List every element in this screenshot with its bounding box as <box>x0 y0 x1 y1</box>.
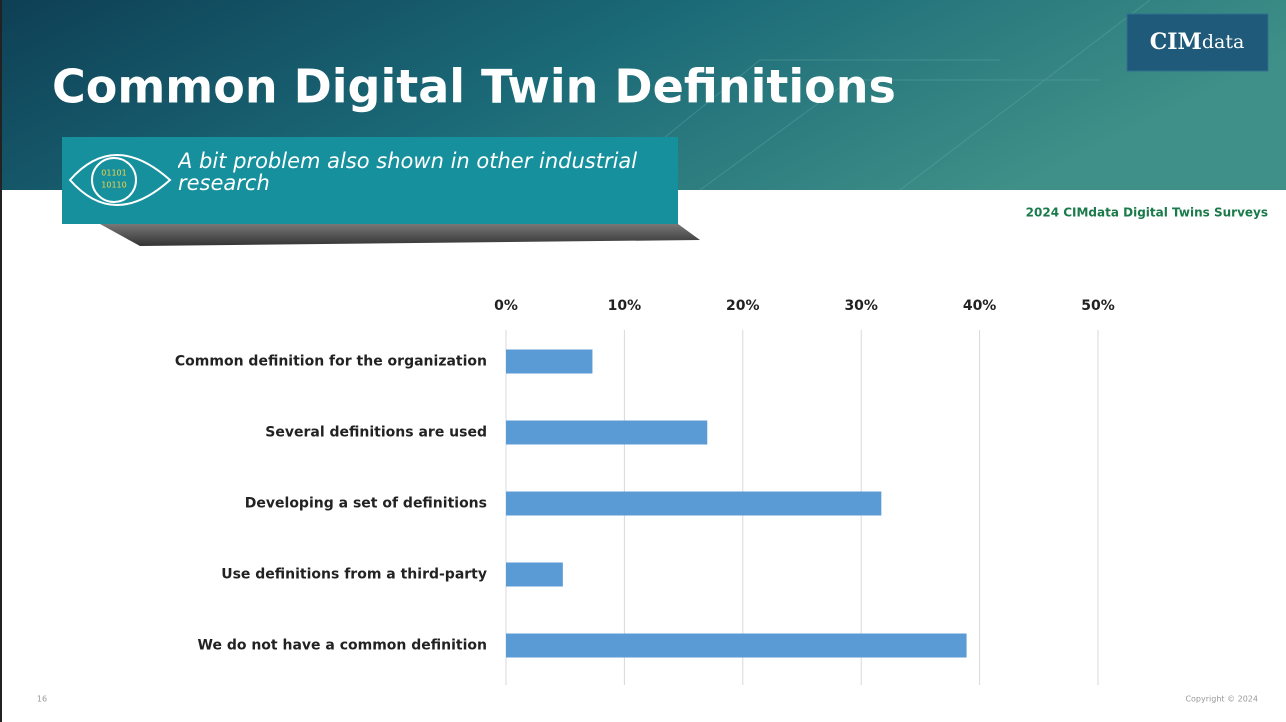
callout: A bit problem also shown in other indust… <box>178 150 638 195</box>
eye-iris <box>91 157 137 203</box>
y-tick-label: Developing a set of definitions <box>245 496 487 512</box>
logo: CIMdata <box>1150 29 1245 55</box>
bar <box>506 633 967 658</box>
callout-shadow <box>100 224 700 246</box>
callout-text: A bit problem also shown in other indust… <box>178 150 638 195</box>
x-tick-label: 10% <box>608 298 642 314</box>
logo-bold: CIM <box>1150 29 1202 55</box>
copyright: Copyright © 2024 <box>1185 695 1258 704</box>
x-tick-label: 50% <box>1081 298 1115 314</box>
bar <box>506 349 593 374</box>
source: 2024 CIMdata Digital Twins Surveys <box>1026 206 1268 220</box>
x-tick-label: 40% <box>963 298 997 314</box>
y-tick-label: Common definition for the organization <box>175 354 487 370</box>
y-tick-label: Several definitions are used <box>265 425 487 441</box>
callout-box <box>62 137 678 224</box>
icon-text: 01101 <box>101 169 126 178</box>
bar <box>506 562 563 587</box>
page-number: 16 <box>37 695 47 704</box>
x-tick-label: 0% <box>494 298 518 314</box>
x-tick-label: 30% <box>844 298 878 314</box>
logo-rest: data <box>1202 31 1244 53</box>
y-tick-label: Use definitions from a third-party <box>221 567 487 583</box>
bar <box>506 420 708 445</box>
y-tick-label: We do not have a common definition <box>198 638 488 654</box>
x-tick-label: 20% <box>726 298 760 314</box>
slide-title: Common Digital Twin Definitions <box>52 60 896 114</box>
eye-icon <box>68 154 172 206</box>
logo-box <box>1126 13 1269 72</box>
bar <box>506 491 882 516</box>
icon-text: 10110 <box>101 181 126 190</box>
